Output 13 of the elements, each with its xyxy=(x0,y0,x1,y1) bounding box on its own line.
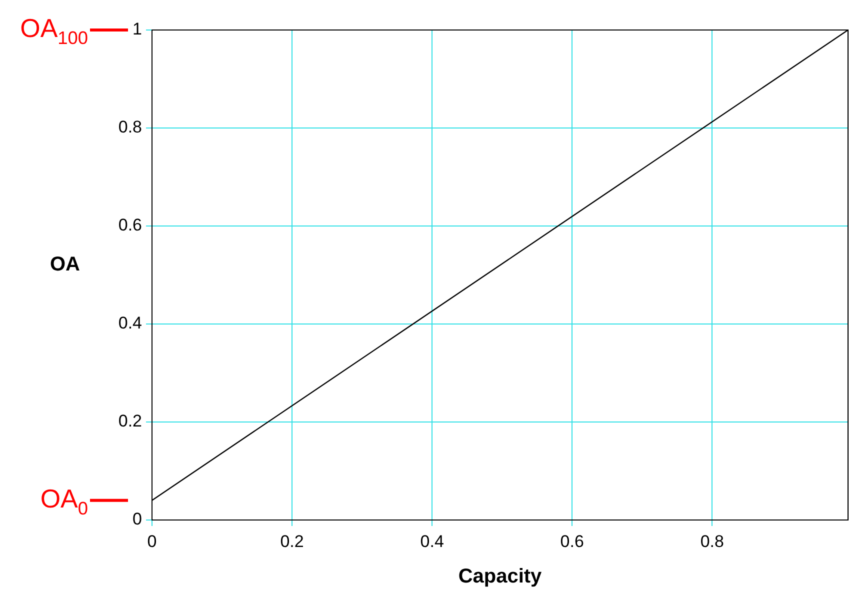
y-axis-title: OA xyxy=(50,254,80,276)
y-tick-label: 1 xyxy=(132,20,142,39)
x-axis-title: Capacity xyxy=(458,566,543,588)
x-tick-label: 0.4 xyxy=(420,532,444,551)
y-tick-label: 0.8 xyxy=(118,118,142,137)
x-tick-label: 0.6 xyxy=(560,532,584,551)
y-tick-label: 0.6 xyxy=(118,216,142,235)
x-tick-label: 0 xyxy=(147,532,157,551)
y-tick-label: 0.2 xyxy=(118,412,142,431)
y-tick-label: 0 xyxy=(132,510,142,529)
y-tick-label: 0.4 xyxy=(118,314,142,333)
x-tick-label: 0.8 xyxy=(700,532,724,551)
x-tick-label: 0.2 xyxy=(280,532,304,551)
